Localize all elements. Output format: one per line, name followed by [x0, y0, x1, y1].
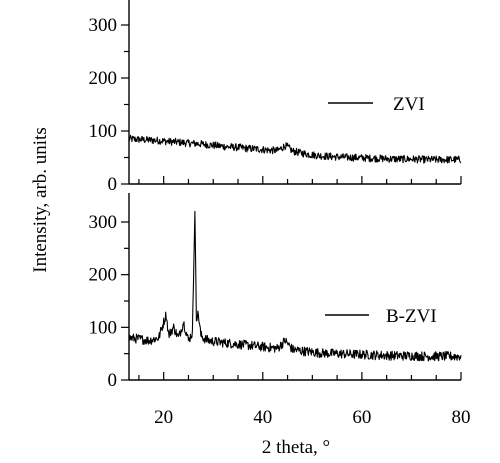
y-tick-label: 100 — [89, 317, 118, 338]
y-tick-label: 200 — [89, 265, 118, 286]
x-axis-label: 2 theta, ° — [262, 437, 330, 458]
x-tick-label: 20 — [154, 407, 173, 428]
y-tick-label: 300 — [89, 212, 118, 233]
y-axis-label: Intensity, arb. units — [30, 127, 51, 272]
y-tick-label: 300 — [89, 15, 118, 36]
legend-label: ZVI — [393, 94, 425, 115]
y-tick-label: 100 — [89, 121, 118, 142]
series-line-zvi — [128, 134, 462, 164]
y-tick-label: 0 — [108, 370, 118, 391]
lower-panel-b-zvi: 0 100 200 300 20 40 60 80 B-ZVI — [89, 193, 471, 428]
upper-panel-zvi: 0 100 200 300 ZVI — [89, 0, 462, 195]
y-tick-label: 200 — [89, 68, 118, 89]
x-tick-label: 60 — [352, 407, 371, 428]
y-tick-label: 0 — [108, 174, 118, 195]
series-line-b-zvi — [128, 210, 462, 362]
x-tick-label: 40 — [253, 407, 272, 428]
x-tick-label: 80 — [452, 407, 471, 428]
legend-label: B-ZVI — [386, 306, 437, 327]
